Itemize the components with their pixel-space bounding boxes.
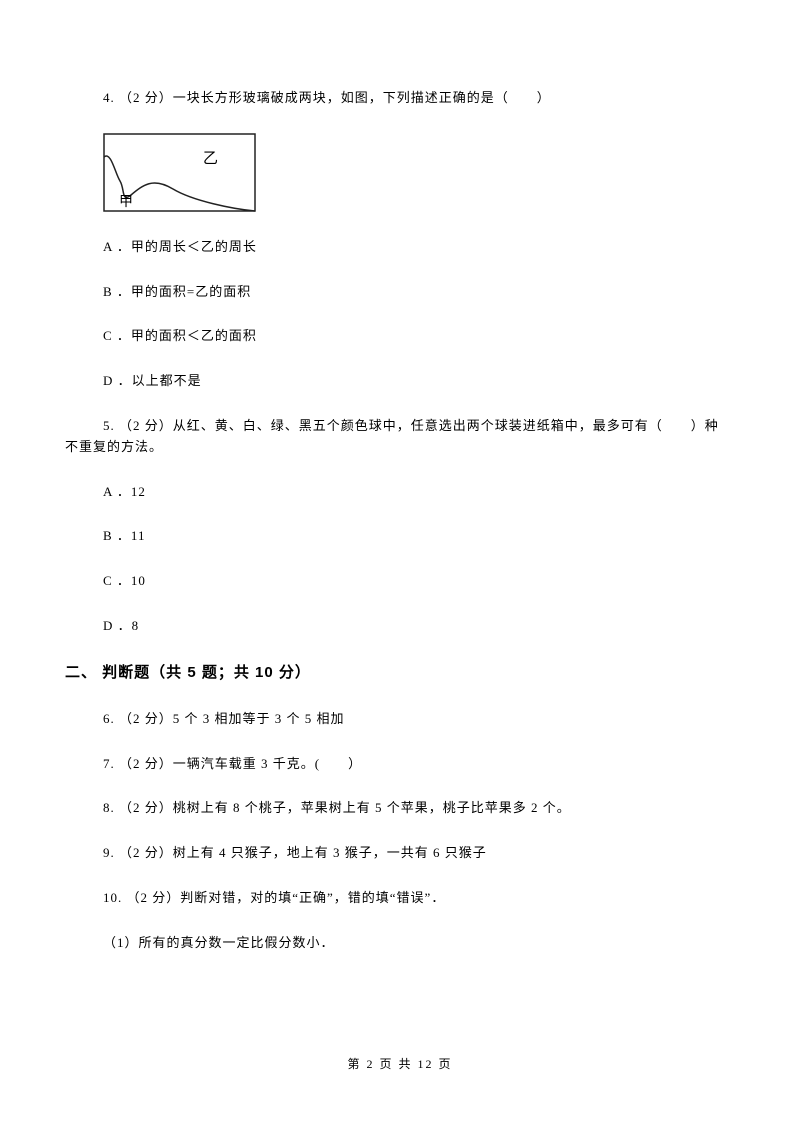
section-2-header: 二、 判断题（共 5 题；共 10 分） bbox=[65, 661, 735, 685]
q5-option-a: A ．12 bbox=[65, 482, 735, 503]
q4-option-b: B ．甲的面积=乙的面积 bbox=[65, 282, 735, 303]
q9-stem: 9. （2 分）树上有 4 只猴子，地上有 3 猴子，一共有 6 只猴子 bbox=[65, 843, 735, 864]
q7-stem: 7. （2 分）一辆汽车载重 3 千克。( ） bbox=[65, 754, 735, 775]
q4-option-c: C ．甲的面积＜乙的面积 bbox=[65, 326, 735, 347]
q5-stem-line2: 不重复的方法。 bbox=[65, 437, 735, 458]
q4-option-a: A ．甲的周长＜乙的周长 bbox=[65, 237, 735, 258]
q10-stem: 10. （2 分）判断对错，对的填“正确”，错的填“错误”． bbox=[65, 888, 735, 909]
q4-stem: 4. （2 分）一块长方形玻璃破成两块，如图，下列描述正确的是（ ） bbox=[65, 88, 735, 109]
q5-option-d: D ．8 bbox=[65, 616, 735, 637]
q4-figure: 甲 乙 bbox=[103, 133, 735, 213]
page-footer: 第 2 页 共 12 页 bbox=[0, 1055, 800, 1074]
q5-option-b: B ．11 bbox=[65, 526, 735, 547]
q4-option-d: D ．以上都不是 bbox=[65, 371, 735, 392]
figure-label-jia: 甲 bbox=[119, 195, 133, 210]
q10-sub1: （1）所有的真分数一定比假分数小． bbox=[65, 933, 735, 954]
q8-stem: 8. （2 分）桃树上有 8 个桃子，苹果树上有 5 个苹果，桃子比苹果多 2 … bbox=[65, 798, 735, 819]
q5-stem-line1: 5. （2 分）从红、黄、白、绿、黑五个颜色球中，任意选出两个球装进纸箱中，最多… bbox=[65, 416, 735, 437]
q5-option-c: C ．10 bbox=[65, 571, 735, 592]
q6-stem: 6. （2 分）5 个 3 相加等于 3 个 5 相加 bbox=[65, 709, 735, 730]
figure-label-yi: 乙 bbox=[203, 151, 218, 167]
